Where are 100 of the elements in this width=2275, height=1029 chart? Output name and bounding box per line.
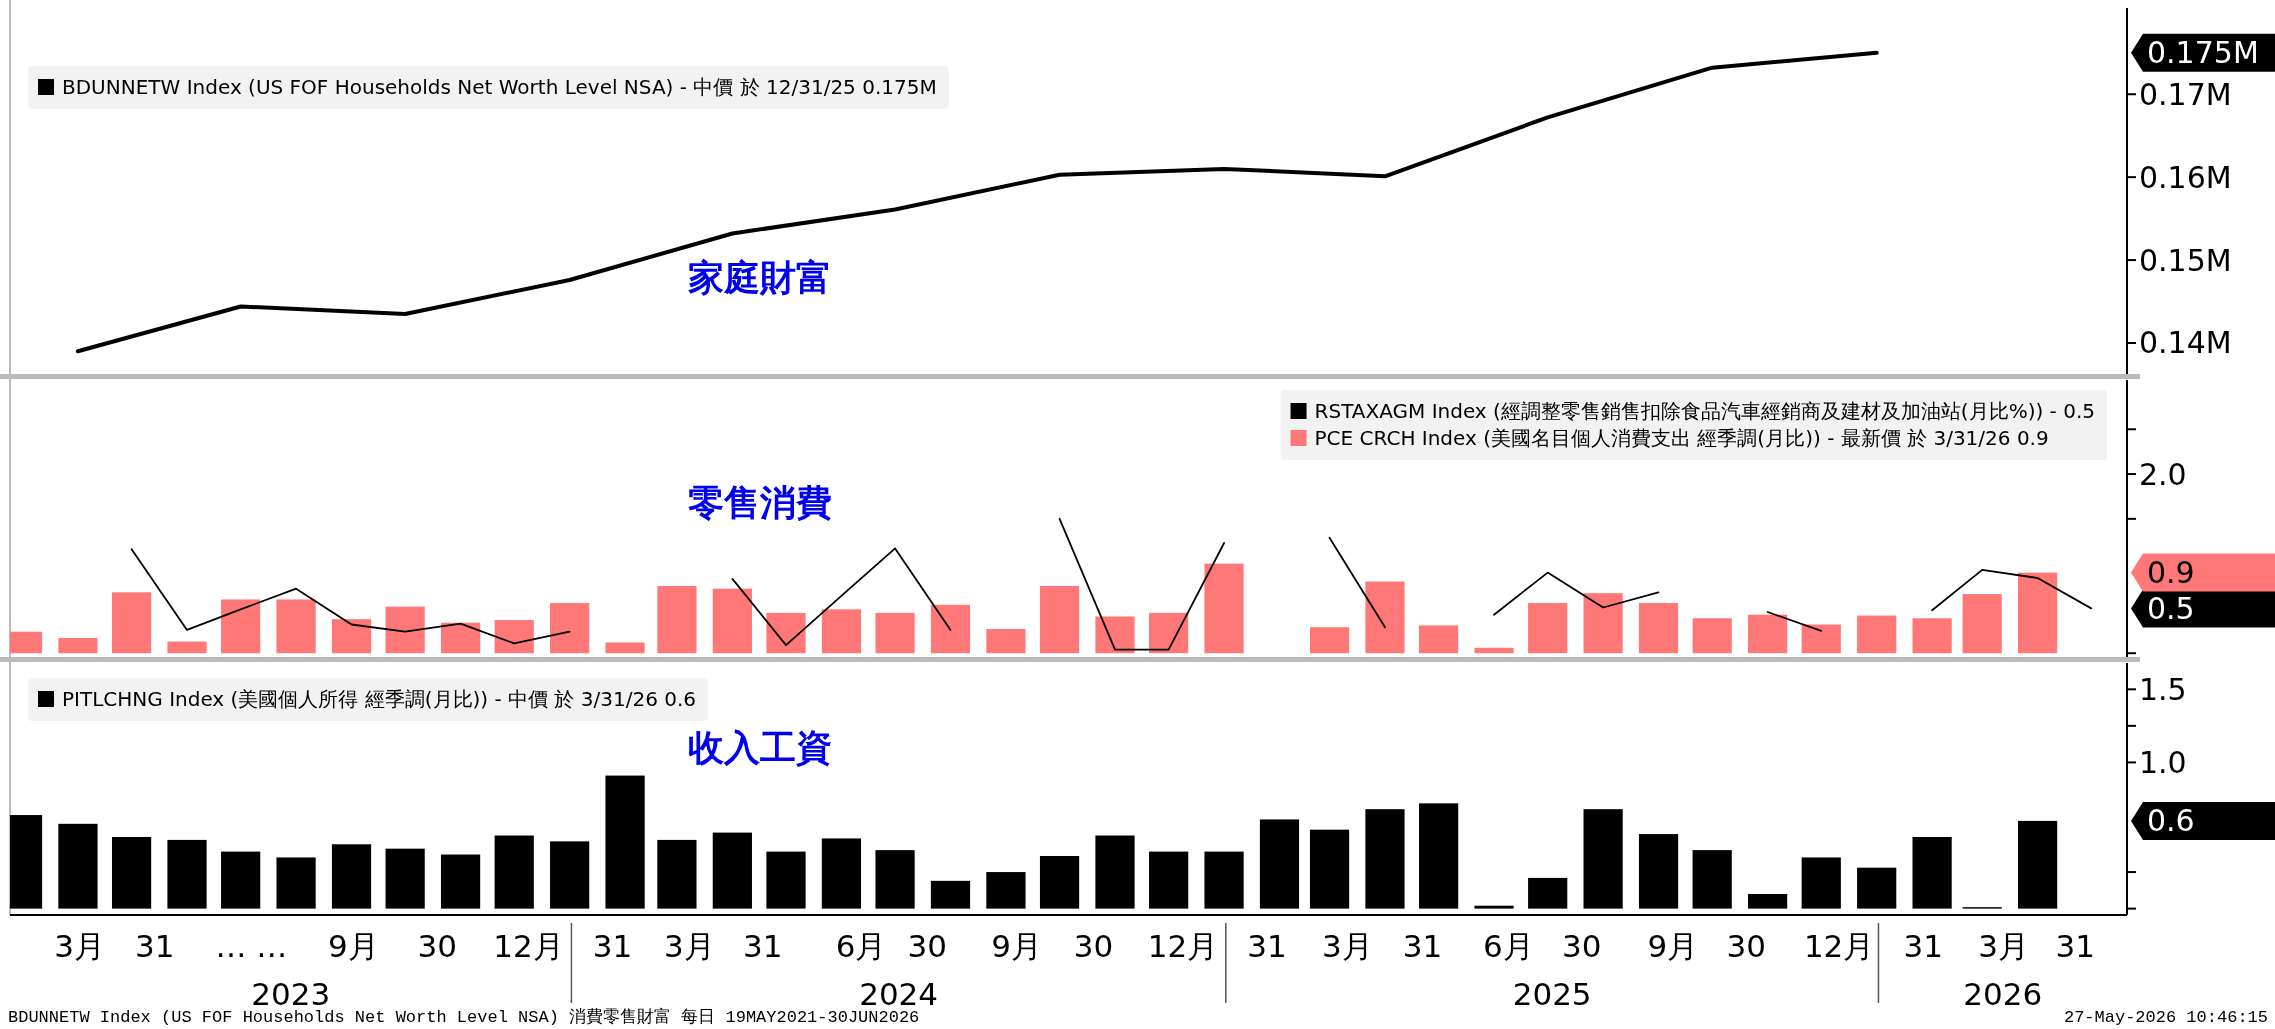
bar <box>221 599 261 654</box>
bar <box>1309 829 1350 909</box>
bar <box>1748 893 1788 909</box>
bar <box>167 641 207 654</box>
bar <box>440 622 481 654</box>
bar <box>605 775 645 909</box>
x-tick-label: 30 <box>907 928 947 964</box>
text: 2026 <box>1963 976 2043 1012</box>
bar <box>875 612 915 654</box>
bar <box>1748 614 1788 654</box>
y-tick-label: 0.6 <box>2147 803 2195 839</box>
x-tick-label: 3月 <box>1978 928 2029 964</box>
y-tick-label: 0.9 <box>2147 555 2195 591</box>
bar <box>1204 563 1244 654</box>
bar <box>58 637 98 654</box>
text: 家庭財富 <box>688 257 832 298</box>
bar <box>276 857 316 909</box>
y-tick-label: 0.15M <box>2139 242 2232 278</box>
legend-label: BDUNNETW Index (US FOF Households Net Worth Level NSA) - 中價 於 12/31/25 0.175M <box>62 75 937 99</box>
y-tick-label: 0.5 <box>2147 590 2195 626</box>
bar <box>1857 615 1897 654</box>
bar <box>111 592 152 654</box>
bar <box>1801 857 1841 909</box>
text: 2025 <box>1512 976 1592 1012</box>
bar <box>494 835 534 909</box>
bar <box>1474 905 1514 909</box>
bar <box>1638 834 1679 909</box>
x-tick-label: 6月 <box>835 928 887 964</box>
x-tick-label: 3月 <box>54 928 106 964</box>
bar <box>550 841 590 909</box>
bar <box>930 880 971 909</box>
x-tick-label: 31 <box>1402 928 1443 964</box>
bar <box>1419 803 1459 909</box>
bar <box>2017 820 2058 909</box>
bar <box>221 851 261 909</box>
x-tick-label: 3月 <box>664 928 715 964</box>
bar <box>167 839 207 909</box>
x-tick-label: 30 <box>417 928 458 964</box>
bar <box>1365 809 1405 909</box>
bar <box>331 619 372 654</box>
x-tick-label: 31 <box>592 928 633 964</box>
bar <box>1259 819 1300 909</box>
bar <box>58 823 98 909</box>
bar <box>1474 647 1514 654</box>
bar <box>550 603 590 654</box>
bar <box>1095 835 1135 909</box>
bar <box>2018 572 2058 654</box>
x-tick-label: 12月 <box>1803 928 1875 964</box>
x-tick-label: 3月 <box>1322 928 1373 964</box>
x-tick-label: 30 <box>1726 928 1766 964</box>
x-tick-label: … … <box>215 928 288 964</box>
bar <box>1692 850 1732 909</box>
x-tick-label: 31 <box>1247 928 1287 964</box>
x-tick-label: 12月 <box>1147 928 1219 964</box>
bar <box>1149 851 1189 909</box>
legend-label: RSTAXAGM Index (經調整零售銷售扣除食品汽車經銷商及建材及加油站(月比%)) - 0.5 <box>1314 399 2095 423</box>
bar <box>766 612 806 654</box>
bar <box>1095 616 1135 654</box>
bar <box>986 629 1026 654</box>
legend-label: PCE CRCH Index (美國名目個人消費支出 經季調(月比)) - 最新價 於 3/31/26 0.9 <box>1314 426 2049 450</box>
text: 收入工資 <box>688 727 832 768</box>
bar <box>1309 627 1350 654</box>
legend-label: PITLCHNG Index (美國個人所得 經季調(月比)) - 中價 於 3/31/26 0.6 <box>62 687 697 711</box>
y-tick-label: 1.5 <box>2139 671 2187 707</box>
bar <box>1692 618 1732 654</box>
bar <box>331 844 372 909</box>
x-tick-label: 6月 <box>1482 928 1534 964</box>
bar <box>821 609 862 654</box>
bar <box>1583 809 1623 909</box>
bar <box>1962 594 2002 654</box>
x-tick-label: 9月 <box>1647 928 1699 964</box>
bar <box>986 872 1026 909</box>
y-tick-label: 0.17M <box>2139 76 2232 112</box>
bar <box>1638 603 1679 654</box>
y-tick-label: 0.14M <box>2139 325 2232 361</box>
bar <box>930 604 971 654</box>
y-tick-label: 0.16M <box>2139 159 2232 195</box>
y-tick-label: 0.175M <box>2147 35 2259 71</box>
bar <box>821 838 862 909</box>
bar <box>766 851 806 909</box>
bar <box>605 642 645 654</box>
bar <box>1912 618 1952 654</box>
bar <box>657 586 697 654</box>
bar <box>385 848 425 909</box>
bar <box>1528 603 1568 654</box>
x-tick-label: 31 <box>2055 928 2095 964</box>
x-tick-label: 12月 <box>493 928 564 964</box>
bar <box>712 832 752 909</box>
bar <box>111 836 152 909</box>
bar <box>1528 877 1568 909</box>
bar <box>1801 624 1841 654</box>
bar <box>1419 625 1459 654</box>
y-tick-label: 1.0 <box>2139 744 2187 780</box>
text: 零售消費 <box>688 482 832 523</box>
bar <box>1857 867 1897 909</box>
x-tick-label: 9月 <box>991 928 1043 964</box>
bar <box>440 854 481 909</box>
x-tick-label: 30 <box>1073 928 1114 964</box>
x-tick-label: 30 <box>1561 928 1602 964</box>
y-tick-label: 2.0 <box>2139 456 2187 492</box>
